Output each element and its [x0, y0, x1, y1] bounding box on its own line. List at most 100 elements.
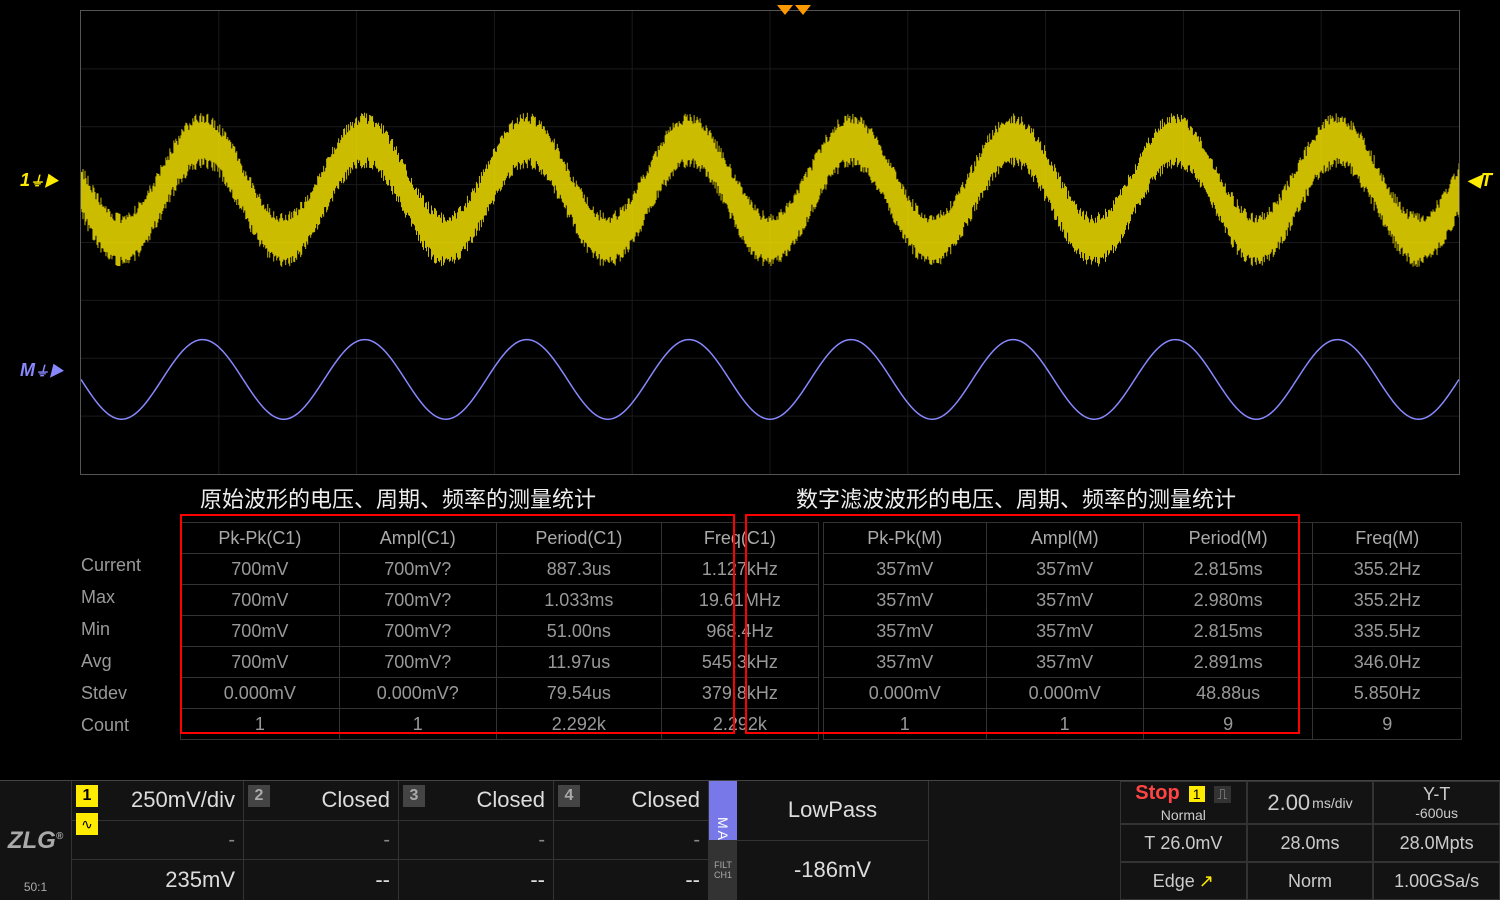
math-channel-box[interactable]: MATH FILT CH1 LowPass -186mV [709, 781, 929, 900]
table-cell: 0.000mV [986, 678, 1143, 709]
table-cell: 9 [1143, 709, 1313, 740]
measurement-tables: Pk-Pk(C1)Ampl(C1)Period(C1)Freq(C1)700mV… [75, 522, 1462, 740]
table-cell: 2.292k [496, 709, 661, 740]
table-header: Period(C1) [496, 523, 661, 554]
table-header: Period(M) [1143, 523, 1313, 554]
table-cell: 48.88us [1143, 678, 1313, 709]
table-cell: 700mV? [339, 647, 496, 678]
row-label: Current [75, 555, 141, 587]
table-row: 700mV700mV?11.97us545.3kHz [181, 647, 819, 678]
table-cell: 357mV [824, 616, 987, 647]
table-cell: 19.61MHz [661, 585, 818, 616]
table-cell: 357mV [824, 585, 987, 616]
table-cell: 2.815ms [1143, 554, 1313, 585]
ch1-ground-marker: 1⏚▶ [20, 170, 58, 191]
table-row: 357mV357mV2.815ms335.5Hz [824, 616, 1462, 647]
math-offset[interactable]: -186mV [737, 841, 928, 900]
table-cell: 700mV? [339, 585, 496, 616]
table-row: 357mV357mV2.891ms346.0Hz [824, 647, 1462, 678]
math-mode[interactable]: LowPass [737, 781, 928, 841]
table-cell: 887.3us [496, 554, 661, 585]
table-cell: 357mV [824, 554, 987, 585]
table-cell: 357mV [986, 616, 1143, 647]
table-row: 1199 [824, 709, 1462, 740]
table-cell: 2.292k [661, 709, 818, 740]
table-row: 700mV700mV?51.00ns968.4Hz [181, 616, 819, 647]
table-cell: 357mV [986, 585, 1143, 616]
table-header: Ampl(C1) [339, 523, 496, 554]
channel-3-badge: 3 [403, 785, 425, 807]
measurement-table-c1: Pk-Pk(C1)Ampl(C1)Period(C1)Freq(C1)700mV… [180, 522, 819, 740]
table-cell: 0.000mV [181, 678, 340, 709]
ch4-dash: -- [554, 860, 708, 900]
table-row: 700mV700mV?887.3us1.127kHz [181, 554, 819, 585]
trigger-pos-marker-2 [795, 5, 811, 15]
channel-4-box[interactable]: 4 Closed - -- [554, 781, 709, 900]
measurement-table-math: Pk-Pk(M)Ampl(M)Period(M)Freq(M)357mV357m… [823, 522, 1462, 740]
table-row: 700mV700mV?1.033ms19.61MHz [181, 585, 819, 616]
memory-depth: 28.0Mpts [1373, 824, 1500, 862]
vendor-logo: ZLG® 50:1 [0, 781, 72, 900]
trigger-level-marker: ◀T [1467, 170, 1492, 191]
table-cell: 357mV [824, 647, 987, 678]
coupling-ac-icon: ∿ [76, 813, 98, 835]
acquisition-panel: Stop 1 ⎍ Normal 2.00 ms/div Y-T -600us T… [1120, 781, 1500, 900]
table-cell: 379.8kHz [661, 678, 818, 709]
table-header: Ampl(M) [986, 523, 1143, 554]
table-cell: 1.033ms [496, 585, 661, 616]
run-stop-state[interactable]: Stop 1 ⎍ Normal [1120, 781, 1247, 824]
annotation-right: 数字滤波波形的电压、周期、频率的测量统计 [796, 482, 1236, 514]
table-row: 357mV357mV2.980ms355.2Hz [824, 585, 1462, 616]
annotation-left: 原始波形的电压、周期、频率的测量统计 [200, 482, 596, 514]
table-cell: 79.54us [496, 678, 661, 709]
table-cell: 355.2Hz [1313, 585, 1462, 616]
table-cell: 1 [181, 709, 340, 740]
table-cell: 11.97us [496, 647, 661, 678]
table-header: Pk-Pk(M) [824, 523, 987, 554]
table-cell: 51.00ns [496, 616, 661, 647]
annotation-row: 原始波形的电压、周期、频率的测量统计 数字滤波波形的电压、周期、频率的测量统计 [0, 482, 1500, 514]
table-cell: 700mV? [339, 616, 496, 647]
table-cell: 0.000mV [824, 678, 987, 709]
channel-3-box[interactable]: 3 Closed - -- [399, 781, 554, 900]
table-cell: 700mV [181, 585, 340, 616]
row-label: Avg [75, 651, 141, 683]
timebase[interactable]: 2.00 ms/div [1247, 781, 1374, 824]
oscilloscope-display [80, 10, 1460, 475]
table-cell: 1 [339, 709, 496, 740]
table-header: Freq(C1) [661, 523, 818, 554]
table-row: 0.000mV0.000mV?79.54us379.8kHz [181, 678, 819, 709]
table-cell: 968.4Hz [661, 616, 818, 647]
table-cell: 9 [1313, 709, 1462, 740]
channel-2-badge: 2 [248, 785, 270, 807]
row-label: Min [75, 619, 141, 651]
row-label: Stdev [75, 683, 141, 715]
filter-badge: FILT CH1 [709, 840, 737, 900]
display-mode[interactable]: Y-T -600us [1373, 781, 1500, 824]
sample-rate: 1.00GSa/s [1373, 862, 1500, 900]
table-cell: 0.000mV? [339, 678, 496, 709]
table-cell: 2.815ms [1143, 616, 1313, 647]
table-row: 0.000mV0.000mV48.88us5.850Hz [824, 678, 1462, 709]
table-cell: 545.3kHz [661, 647, 818, 678]
table-row: 112.292k2.292k [181, 709, 819, 740]
table-cell: 1.127kHz [661, 554, 818, 585]
trigger-coupling[interactable]: Norm [1247, 862, 1374, 900]
row-labels: CurrentMaxMinAvgStdevCount [75, 555, 141, 747]
ch1-offset[interactable]: 235mV [72, 860, 243, 900]
trigger-edge[interactable]: Edge ↗ [1120, 862, 1247, 900]
waveform-canvas [81, 11, 1459, 474]
ch3-dash: -- [399, 860, 553, 900]
row-label: Count [75, 715, 141, 747]
table-cell: 700mV [181, 616, 340, 647]
channel-2-box[interactable]: 2 Closed - -- [244, 781, 399, 900]
math-ground-marker: M⏚▶ [20, 360, 63, 381]
table-cell: 346.0Hz [1313, 647, 1462, 678]
channel-1-box[interactable]: 1 ∿ 250mV/div - 235mV [72, 781, 244, 900]
table-cell: 2.891ms [1143, 647, 1313, 678]
channel-4-badge: 4 [558, 785, 580, 807]
trigger-source[interactable]: T 26.0mV [1120, 824, 1247, 862]
table-cell: 1 [824, 709, 987, 740]
table-header: Pk-Pk(C1) [181, 523, 340, 554]
table-header: Freq(M) [1313, 523, 1462, 554]
